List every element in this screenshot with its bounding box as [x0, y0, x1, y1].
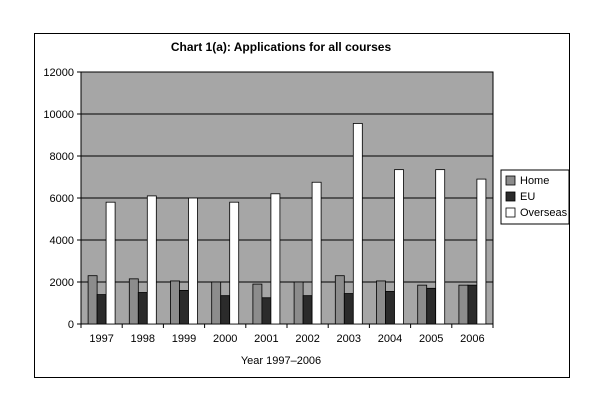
x-tick-label: 1999 — [172, 333, 196, 345]
bar-home — [87, 275, 98, 325]
x-tick-label: 2000 — [213, 333, 237, 345]
x-axis-label: Year 1997–2006 — [241, 355, 321, 367]
x-tick-label: 2005 — [419, 333, 443, 345]
bar-home — [417, 284, 428, 325]
bar-overseas — [270, 193, 281, 325]
x-tick-label: 2006 — [460, 333, 484, 345]
bar-home — [376, 280, 386, 325]
bar-eu — [220, 295, 231, 325]
x-tick-label: 1997 — [89, 333, 113, 345]
legend-label-home: Home — [520, 175, 549, 187]
bar-overseas — [352, 123, 363, 325]
y-axis-ticks: 0 2000 4000 6000 8000 10000 12000 — [43, 67, 81, 331]
bar-overseas — [105, 201, 116, 325]
bar-eu — [343, 293, 354, 325]
legend-swatch-eu — [505, 191, 516, 202]
bar-home — [458, 284, 469, 325]
bar-eu — [302, 295, 313, 325]
legend-swatch-home — [505, 175, 516, 186]
y-tick-label: 0 — [68, 319, 74, 331]
plot-area — [80, 71, 494, 325]
bar-eu — [467, 284, 478, 325]
y-tick-label: 4000 — [50, 235, 74, 247]
x-tick-label: 1998 — [131, 333, 155, 345]
x-axis-ticks: 1997 1998 1999 2000 2001 2002 2003 2004 2005 2006 — [80, 324, 494, 345]
bar-eu — [96, 294, 107, 325]
y-tick-label: 8000 — [50, 151, 74, 163]
y-tick-label: 6000 — [50, 193, 74, 205]
bar-eu — [426, 287, 437, 325]
chart-title: Chart 1(a): Applications for all courses — [171, 40, 392, 54]
x-tick-label: 2002 — [295, 333, 319, 345]
bar-home — [128, 278, 139, 325]
bar-eu — [385, 291, 395, 325]
y-tick-label: 2000 — [50, 277, 74, 289]
bar-overseas — [435, 169, 446, 325]
bar-overseas — [476, 178, 487, 325]
legend: Home EU Overseas — [500, 169, 570, 225]
chart-svg: Chart 1(a): Applications for all courses… — [43, 40, 570, 367]
x-tick-label: 2001 — [254, 333, 278, 345]
bar-overseas — [188, 197, 198, 325]
x-tick-label: 2004 — [378, 333, 402, 345]
bar-eu — [137, 292, 148, 325]
y-tick-label: 10000 — [43, 109, 74, 121]
legend-label-eu: EU — [520, 191, 535, 203]
bar-overseas — [146, 195, 157, 325]
bar-home — [293, 281, 304, 325]
bar-home — [334, 275, 345, 325]
chart-frame: Chart 1(a): Applications for all courses… — [34, 33, 570, 378]
bar-home — [170, 280, 180, 325]
y-tick-label: 12000 — [43, 67, 74, 79]
bar-home — [252, 283, 263, 325]
legend-label-overseas: Overseas — [520, 207, 568, 219]
bar-eu — [261, 297, 272, 325]
x-tick-label: 2003 — [337, 333, 361, 345]
legend-swatch-overseas — [505, 207, 516, 218]
bar-overseas — [311, 181, 322, 325]
bar-overseas — [394, 169, 404, 325]
bar-overseas — [229, 201, 240, 325]
bar-home — [211, 281, 222, 325]
bar-eu — [179, 289, 189, 325]
